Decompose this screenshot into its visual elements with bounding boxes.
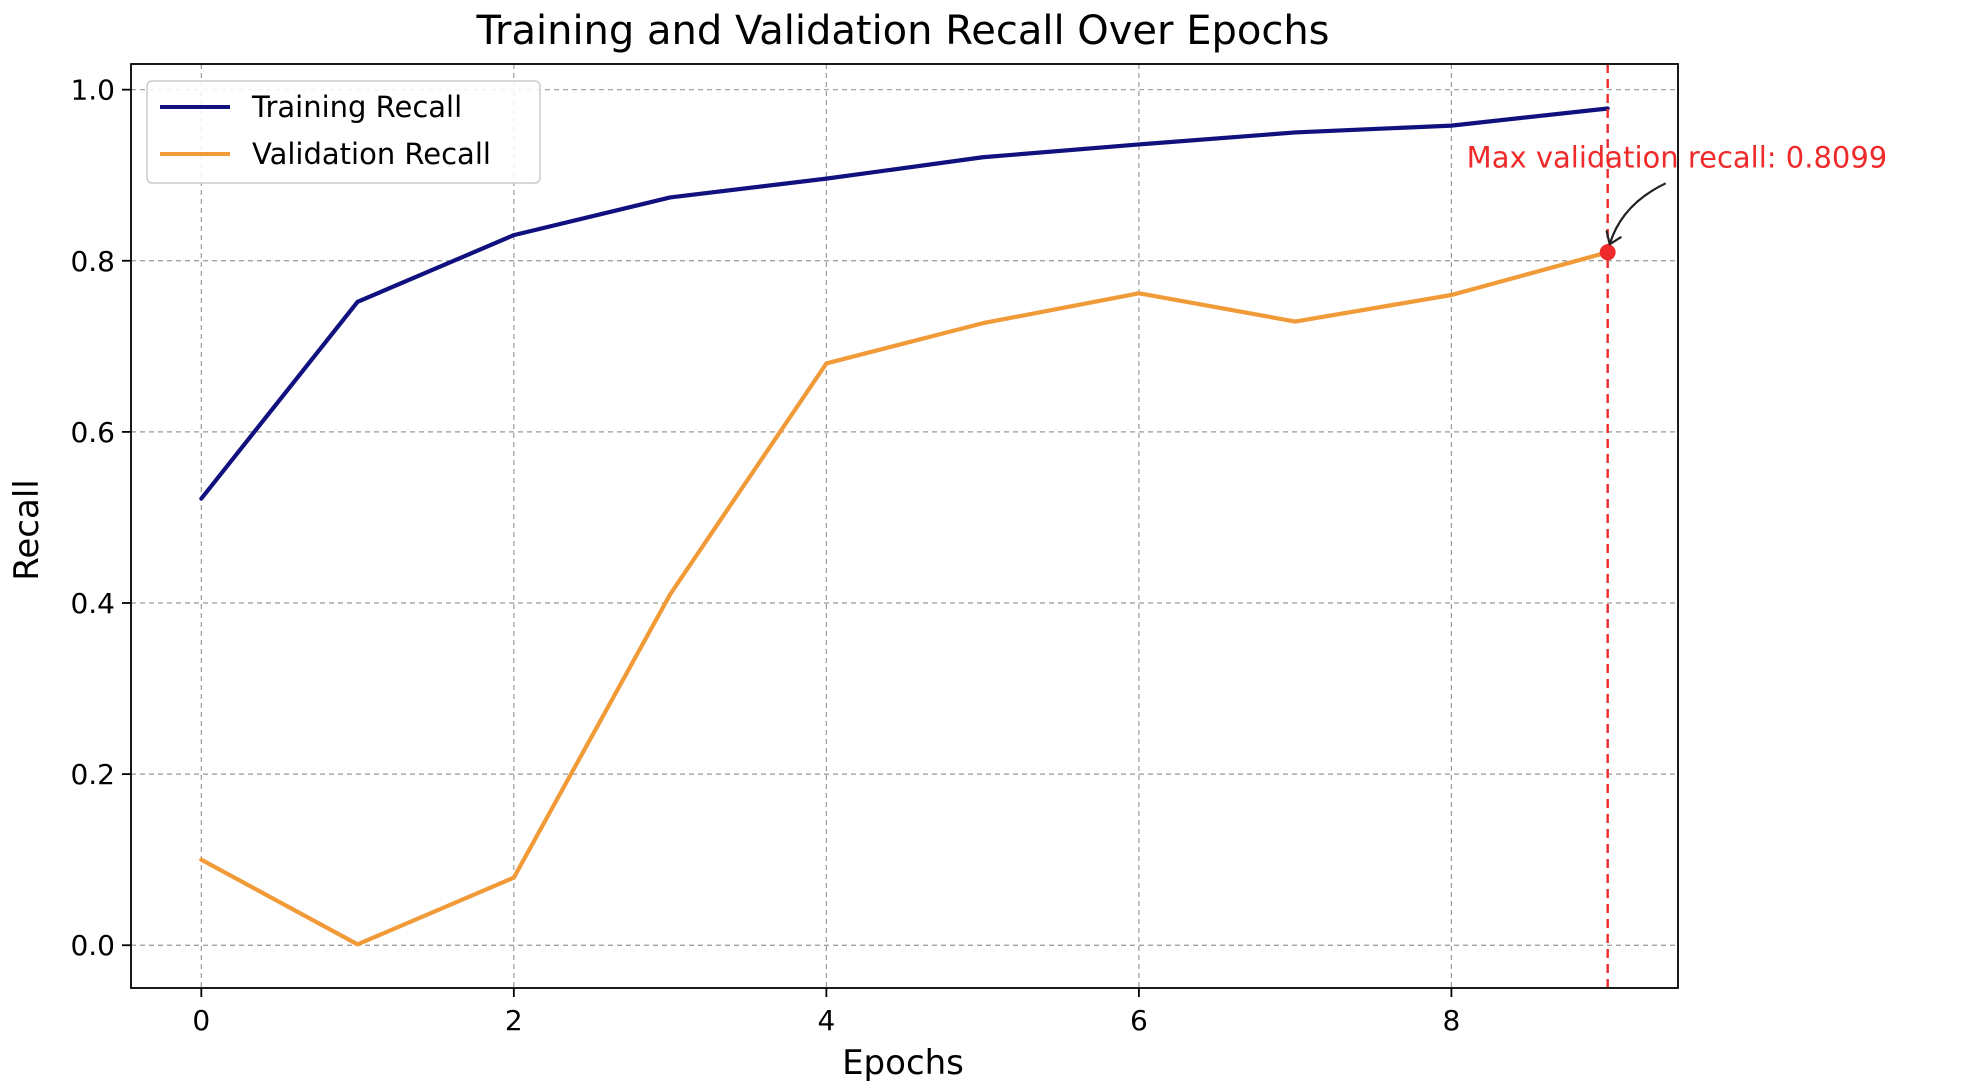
y-tick-label: 1.0: [70, 74, 115, 107]
x-axis-label: Epochs: [842, 1043, 964, 1083]
validation-recall-line: [199, 250, 1610, 947]
x-tick-label: 6: [1130, 1004, 1148, 1037]
annotation-arrow: [1608, 182, 1667, 245]
grid-lines: [131, 64, 1678, 988]
legend-label-validation: Validation Recall: [252, 137, 491, 171]
y-tick-label: 0.6: [70, 416, 115, 449]
y-tick-label: 0.8: [70, 245, 115, 278]
legend: Training Recall Validation Recall: [146, 80, 541, 184]
x-tick-label: 2: [505, 1004, 523, 1037]
x-tick-label: 0: [192, 1004, 210, 1037]
y-axis-label: Recall: [7, 479, 47, 580]
series-lines: [199, 106, 1610, 947]
chart-title: Training and Validation Recall Over Epoc…: [475, 8, 1329, 54]
x-tick-label: 4: [817, 1004, 835, 1037]
legend-box: [146, 80, 541, 184]
y-tick-label: 0.0: [70, 929, 115, 962]
max-validation-point: [1599, 244, 1616, 261]
y-tick-label: 0.4: [70, 587, 115, 620]
training-recall-line: [199, 106, 1610, 501]
annotation-label: Max validation recall: 0.8099: [1467, 140, 1888, 174]
annotation-group: Max validation recall: 0.8099: [1467, 64, 1888, 988]
x-tick-label: 8: [1443, 1004, 1461, 1037]
legend-label-training: Training Recall: [251, 90, 462, 124]
annotation-arrowhead: [1605, 230, 1622, 246]
axis-ticks: 0 2 4 6 8 0.0 0.2 0.4 0.6 0.8 1.0: [70, 74, 1460, 1037]
y-tick-label: 0.2: [70, 758, 115, 791]
plot-frame: [130, 63, 1679, 989]
